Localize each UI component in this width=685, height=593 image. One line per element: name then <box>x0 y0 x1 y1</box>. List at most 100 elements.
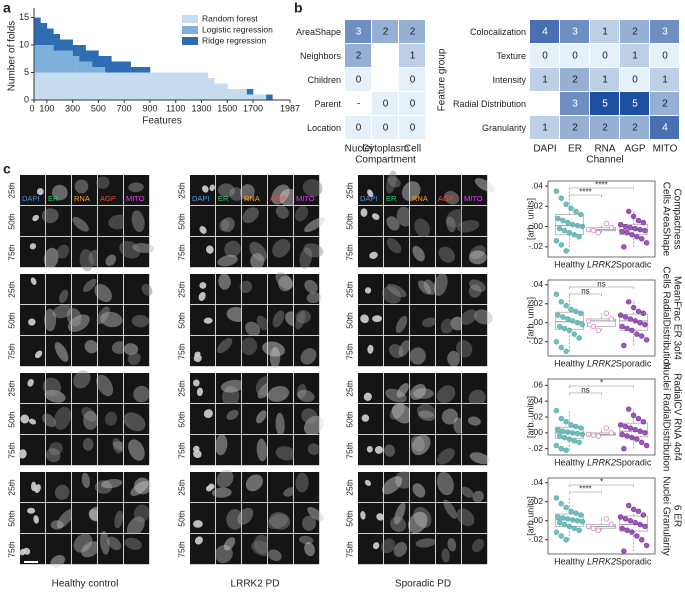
percentile-label: 75th <box>176 442 186 459</box>
data-point <box>579 518 586 525</box>
cell <box>81 472 90 488</box>
data-point <box>558 445 565 452</box>
micrograph <box>462 472 488 503</box>
cell <box>131 210 145 233</box>
data-point <box>560 428 566 435</box>
cell <box>423 279 436 295</box>
micrograph <box>190 404 216 435</box>
x-tick-label: Healthy <box>554 457 585 467</box>
heatmap-cell <box>650 68 679 91</box>
area-step <box>104 72 112 100</box>
data-point <box>635 508 642 515</box>
micrograph <box>268 373 294 404</box>
cell <box>297 389 315 402</box>
data-point <box>629 434 635 441</box>
percentile-label: 25th <box>176 182 186 199</box>
cell <box>303 243 324 258</box>
cell <box>394 502 406 525</box>
cell <box>456 340 473 358</box>
micrograph <box>410 305 436 336</box>
data-point <box>568 422 574 428</box>
cell-label: 1 <box>410 51 416 62</box>
heatmap-cell <box>620 92 649 115</box>
micrograph <box>358 534 384 565</box>
heatmap-cell <box>399 20 425 43</box>
data-point <box>603 516 610 522</box>
y-tick-label: .02 <box>531 201 543 211</box>
data-point <box>595 229 602 236</box>
cell-label: 2 <box>410 27 416 38</box>
cell <box>27 378 34 387</box>
cell <box>376 513 385 521</box>
micrograph <box>124 305 150 336</box>
data-point <box>603 425 610 431</box>
cell <box>203 317 213 324</box>
micrograph <box>46 534 72 565</box>
cell <box>249 241 267 262</box>
data-point <box>624 433 630 439</box>
cell <box>302 179 323 197</box>
percentile-label: 50th <box>176 411 186 428</box>
cell <box>133 504 150 523</box>
heatmap-cell <box>345 92 371 115</box>
cell <box>278 275 293 292</box>
micrograph <box>46 435 72 466</box>
significance-bracket <box>569 194 602 197</box>
area-step <box>169 72 177 100</box>
data-point <box>555 312 561 318</box>
cell <box>360 511 366 520</box>
micrograph <box>190 336 216 367</box>
cell <box>205 485 213 492</box>
cell <box>413 506 432 529</box>
micrograph <box>46 373 72 404</box>
cell <box>295 472 309 493</box>
micrograph <box>294 404 320 435</box>
percentile-label: 50th <box>6 411 16 428</box>
data-point <box>627 518 634 524</box>
cell <box>295 310 311 324</box>
cell <box>364 479 372 486</box>
cell <box>94 283 112 303</box>
data-point <box>621 244 627 250</box>
data-point <box>585 318 592 324</box>
area-step <box>156 72 164 100</box>
data-point <box>579 223 586 230</box>
micrograph <box>294 336 320 367</box>
data-point <box>566 523 573 530</box>
cell <box>119 240 141 259</box>
cell <box>229 187 244 201</box>
cell <box>469 452 491 465</box>
area-step <box>149 72 157 100</box>
cell <box>73 533 93 553</box>
x-tick-label: Sporadic <box>616 457 652 467</box>
data-point <box>585 523 592 530</box>
cell <box>245 321 261 337</box>
data-point <box>565 219 571 226</box>
cell <box>300 348 317 365</box>
legend-swatch <box>182 15 198 23</box>
micrograph <box>294 435 320 466</box>
data-point <box>637 226 643 233</box>
y-axis-label: [arb.units] <box>525 496 535 536</box>
cell <box>433 273 448 296</box>
micrograph <box>124 435 150 466</box>
cell <box>130 480 149 496</box>
micrograph <box>242 274 268 305</box>
x-tick-label: Healthy <box>554 358 585 368</box>
data-point <box>569 221 576 228</box>
data-point <box>569 430 576 436</box>
cell <box>215 434 228 456</box>
micrograph <box>294 175 320 206</box>
percentile-label: 50th <box>176 510 186 527</box>
heatmap-cell <box>620 68 649 91</box>
area-step <box>130 72 138 100</box>
micrograph <box>384 373 410 404</box>
y-tick-label: 10 <box>19 39 29 49</box>
cell <box>104 411 118 426</box>
cell-label: 0 <box>542 51 548 62</box>
micrograph <box>46 237 72 268</box>
cell <box>468 389 486 407</box>
percentile-label: 25th <box>6 281 16 298</box>
percentile-label: 75th <box>176 541 186 558</box>
cell <box>112 438 123 454</box>
